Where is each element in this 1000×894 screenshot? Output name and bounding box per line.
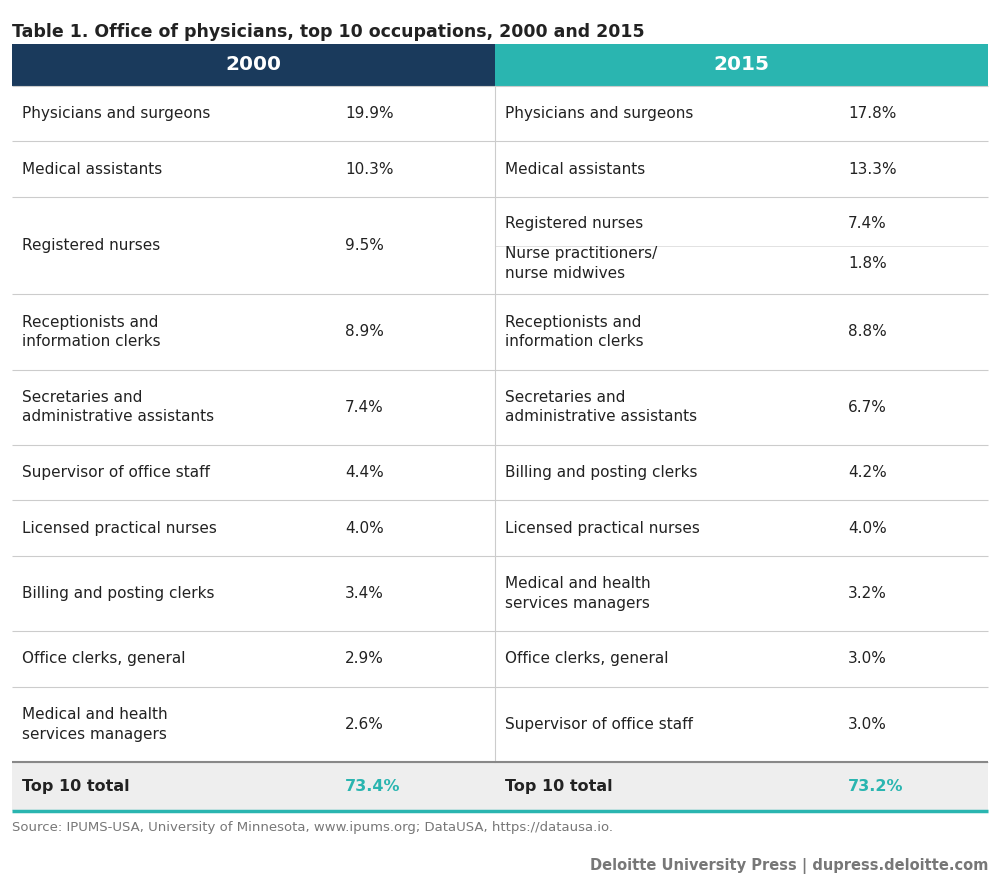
Text: Registered nurses: Registered nurses: [505, 215, 643, 231]
Text: Licensed practical nurses: Licensed practical nurses: [22, 520, 217, 536]
Text: 7.4%: 7.4%: [848, 215, 887, 231]
Text: Deloitte University Press | dupress.deloitte.com: Deloitte University Press | dupress.delo…: [590, 858, 988, 874]
Text: 19.9%: 19.9%: [345, 106, 394, 122]
Text: 13.3%: 13.3%: [848, 162, 897, 177]
Text: 8.8%: 8.8%: [848, 325, 887, 340]
Text: Supervisor of office staff: Supervisor of office staff: [505, 717, 693, 731]
Text: Supervisor of office staff: Supervisor of office staff: [22, 465, 210, 480]
Text: Medical and health
services managers: Medical and health services managers: [505, 576, 651, 611]
Text: Medical assistants: Medical assistants: [505, 162, 645, 177]
Text: 6.7%: 6.7%: [848, 400, 887, 415]
Text: 2.6%: 2.6%: [345, 717, 384, 731]
Text: Secretaries and
administrative assistants: Secretaries and administrative assistant…: [22, 390, 214, 425]
Text: Top 10 total: Top 10 total: [22, 779, 130, 794]
Text: 4.2%: 4.2%: [848, 465, 887, 480]
Text: 73.4%: 73.4%: [345, 779, 400, 794]
Text: 2015: 2015: [714, 55, 770, 74]
Text: Physicians and surgeons: Physicians and surgeons: [505, 106, 693, 122]
Text: Receptionists and
information clerks: Receptionists and information clerks: [22, 315, 161, 350]
Text: Registered nurses: Registered nurses: [22, 238, 160, 253]
Text: 3.2%: 3.2%: [848, 586, 887, 601]
Text: Billing and posting clerks: Billing and posting clerks: [505, 465, 698, 480]
Text: 4.0%: 4.0%: [848, 520, 887, 536]
Text: Source: IPUMS-USA, University of Minnesota, www.ipums.org; DataUSA, https://data: Source: IPUMS-USA, University of Minneso…: [12, 821, 613, 834]
Text: Secretaries and
administrative assistants: Secretaries and administrative assistant…: [505, 390, 697, 425]
FancyBboxPatch shape: [12, 44, 495, 86]
Text: Medical and health
services managers: Medical and health services managers: [22, 707, 168, 741]
Text: 3.0%: 3.0%: [848, 717, 887, 731]
Text: 3.0%: 3.0%: [848, 651, 887, 666]
Text: Office clerks, general: Office clerks, general: [505, 651, 668, 666]
Text: 9.5%: 9.5%: [345, 238, 384, 253]
Text: Table 1. Office of physicians, top 10 occupations, 2000 and 2015: Table 1. Office of physicians, top 10 oc…: [12, 23, 645, 41]
Text: 1.8%: 1.8%: [848, 256, 887, 271]
Text: 8.9%: 8.9%: [345, 325, 384, 340]
Text: 10.3%: 10.3%: [345, 162, 394, 177]
Text: Billing and posting clerks: Billing and posting clerks: [22, 586, 214, 601]
Text: 3.4%: 3.4%: [345, 586, 384, 601]
Text: 2.9%: 2.9%: [345, 651, 384, 666]
Text: 4.4%: 4.4%: [345, 465, 384, 480]
Text: Licensed practical nurses: Licensed practical nurses: [505, 520, 700, 536]
Text: 17.8%: 17.8%: [848, 106, 896, 122]
FancyBboxPatch shape: [495, 44, 988, 86]
Text: Office clerks, general: Office clerks, general: [22, 651, 186, 666]
FancyBboxPatch shape: [12, 762, 988, 811]
Text: 73.2%: 73.2%: [848, 779, 904, 794]
Text: Physicians and surgeons: Physicians and surgeons: [22, 106, 210, 122]
Text: Nurse practitioners/
nurse midwives: Nurse practitioners/ nurse midwives: [505, 246, 657, 281]
Text: Medical assistants: Medical assistants: [22, 162, 162, 177]
Text: 2000: 2000: [226, 55, 282, 74]
Text: 7.4%: 7.4%: [345, 400, 384, 415]
Text: 4.0%: 4.0%: [345, 520, 384, 536]
Text: Top 10 total: Top 10 total: [505, 779, 613, 794]
Text: Receptionists and
information clerks: Receptionists and information clerks: [505, 315, 644, 350]
